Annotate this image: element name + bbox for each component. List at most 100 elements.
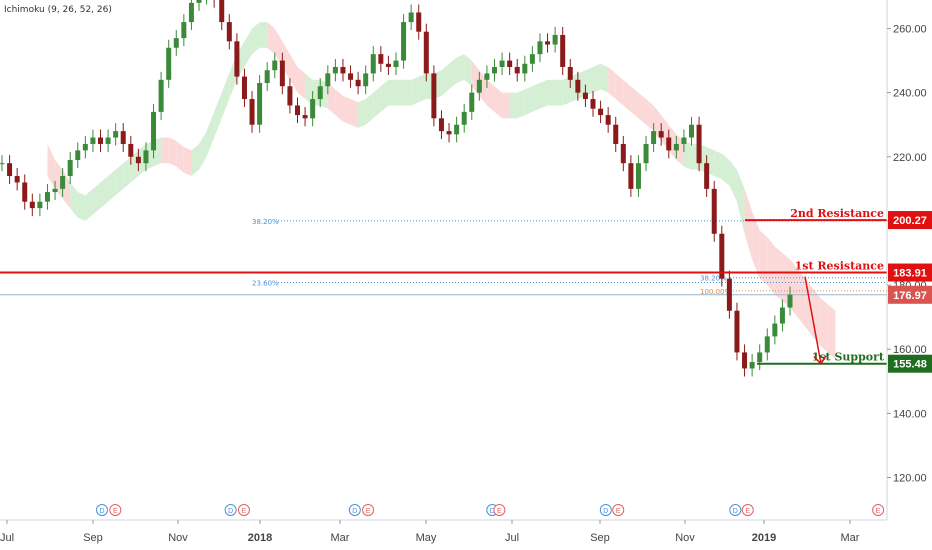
candle-body bbox=[742, 352, 748, 369]
candle-body bbox=[499, 60, 505, 67]
candle-body bbox=[302, 115, 308, 119]
candle-body bbox=[560, 34, 566, 67]
y-tick-label: 140.00 bbox=[893, 408, 927, 420]
candle-body bbox=[431, 73, 437, 119]
level-label: 1st Support bbox=[812, 351, 885, 364]
candle-body bbox=[696, 124, 702, 164]
ichimoku-cloud-segment bbox=[532, 83, 540, 112]
ichimoku-cloud-segment bbox=[585, 66, 593, 96]
ichimoku-cloud-segment bbox=[615, 73, 624, 106]
ichimoku-cloud-segment bbox=[820, 297, 828, 353]
candle-body bbox=[446, 131, 452, 135]
candle-body bbox=[181, 22, 187, 39]
ichimoku-cloud-segment bbox=[85, 188, 93, 221]
ichimoku-cloud-segment bbox=[259, 22, 268, 48]
x-tick-label: 2018 bbox=[248, 532, 272, 544]
ichimoku-cloud-segment bbox=[168, 137, 177, 167]
indicator-label: Ichimoku (9, 26, 52, 26) bbox=[4, 5, 112, 15]
ichimoku-cloud-segment bbox=[221, 73, 230, 119]
event-marker-label: D bbox=[603, 508, 608, 515]
candle-body bbox=[67, 159, 73, 177]
candle-body bbox=[492, 66, 497, 74]
candle-body bbox=[719, 233, 725, 279]
candle-body bbox=[75, 150, 81, 160]
candle-body bbox=[529, 54, 535, 64]
level-label: 2nd Resistance bbox=[790, 207, 884, 220]
event-marker bbox=[96, 504, 109, 516]
candle-body bbox=[173, 38, 179, 48]
candle-body bbox=[764, 336, 770, 353]
ichimoku-cloud-segment bbox=[593, 63, 601, 93]
y-tick-label: 120.00 bbox=[893, 473, 927, 485]
candle-body bbox=[681, 137, 687, 144]
y-tick-label: 160.00 bbox=[893, 344, 927, 356]
event-marker-label: D bbox=[490, 508, 495, 515]
ichimoku-cloud-segment bbox=[449, 57, 457, 90]
ichimoku-cloud-segment bbox=[388, 79, 396, 106]
ichimoku-cloud-segment bbox=[358, 99, 366, 128]
ichimoku-cloud-segment bbox=[342, 95, 351, 125]
candle-body bbox=[461, 111, 467, 125]
x-tick-label: Mar bbox=[841, 532, 860, 544]
candle-body bbox=[128, 143, 134, 157]
candle-body bbox=[113, 131, 119, 138]
candle-body bbox=[575, 79, 581, 93]
candle-body bbox=[385, 63, 391, 67]
ichimoku-cloud-segment bbox=[70, 182, 78, 218]
candle-body bbox=[416, 12, 422, 32]
price-tag-label: 183.91 bbox=[893, 268, 927, 280]
candle-body bbox=[484, 73, 490, 80]
ichimoku-cloud-segment bbox=[92, 182, 101, 215]
x-tick-label: Nov bbox=[675, 532, 695, 544]
candle-body bbox=[340, 66, 346, 74]
candle-body bbox=[166, 47, 172, 80]
ichimoku-cloud-segment bbox=[767, 236, 775, 295]
event-marker bbox=[224, 504, 237, 516]
event-marker bbox=[348, 504, 361, 516]
ichimoku-cloud-segment bbox=[539, 79, 548, 109]
x-tick-label: Sep bbox=[83, 532, 103, 544]
candle-body bbox=[628, 163, 634, 189]
candle-body bbox=[135, 156, 141, 164]
ichimoku-cloud-segment bbox=[274, 28, 283, 67]
candle-body bbox=[787, 294, 793, 308]
price-tag bbox=[888, 263, 932, 282]
event-marker bbox=[872, 504, 885, 516]
candle-body bbox=[105, 137, 111, 144]
candle-body bbox=[325, 73, 331, 87]
candle-body bbox=[401, 22, 407, 61]
candle-body bbox=[7, 163, 13, 177]
candle-body bbox=[0, 163, 5, 165]
ichimoku-cloud-segment bbox=[623, 79, 631, 112]
candle-body bbox=[370, 54, 376, 74]
ichimoku-cloud-segment bbox=[608, 66, 616, 100]
candle-body bbox=[241, 76, 247, 100]
candle-body bbox=[507, 60, 513, 67]
candle-body bbox=[378, 54, 384, 64]
candle-body bbox=[295, 105, 300, 116]
projection-arrowhead bbox=[813, 355, 827, 365]
ichimoku-cloud-segment bbox=[744, 188, 753, 260]
candle-body bbox=[22, 182, 28, 202]
event-marker-label: E bbox=[745, 508, 750, 515]
x-tick-label: 2019 bbox=[752, 532, 776, 544]
ichimoku-cloud-segment bbox=[600, 63, 609, 93]
x-tick-label: May bbox=[416, 532, 437, 544]
ichimoku-cloud-segment bbox=[123, 156, 131, 189]
ichimoku-cloud-segment bbox=[327, 83, 336, 116]
ichimoku-cloud-segment bbox=[206, 111, 215, 157]
candle-body bbox=[44, 192, 50, 202]
ichimoku-cloud-segment bbox=[214, 92, 222, 138]
candle-body bbox=[726, 278, 732, 311]
candle-body bbox=[264, 70, 270, 84]
ichimoku-cloud-segment bbox=[244, 28, 253, 67]
ichimoku-cloud-segment bbox=[721, 153, 730, 186]
candle-body bbox=[408, 12, 414, 23]
ichimoku-cloud-segment bbox=[524, 86, 533, 116]
candle-body bbox=[651, 131, 657, 144]
price-tag bbox=[888, 354, 932, 373]
ichimoku-cloud-segment bbox=[47, 143, 56, 189]
candle-body bbox=[234, 41, 240, 77]
candle-body bbox=[317, 86, 323, 100]
ichimoku-cloud-segment bbox=[365, 92, 374, 125]
